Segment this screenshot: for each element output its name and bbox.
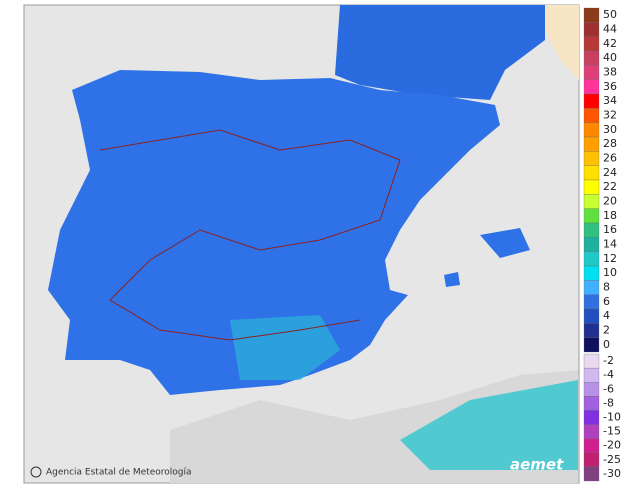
legend-label: 24	[603, 166, 617, 179]
legend-swatch	[583, 438, 600, 453]
legend-label: 12	[603, 252, 617, 265]
legend-swatch	[583, 50, 600, 66]
legend-label: -2	[603, 354, 614, 367]
borders	[99, 129, 401, 341]
legend-swatch	[583, 165, 600, 181]
legend-label: 10	[603, 266, 617, 279]
legend-label: 36	[603, 80, 617, 93]
legend-label: 14	[603, 238, 617, 251]
legend-swatch	[583, 136, 600, 152]
copyright-icon	[30, 466, 42, 478]
legend-swatch	[583, 280, 600, 295]
legend-swatch	[583, 65, 600, 80]
legend-label: 16	[603, 223, 617, 236]
legend-swatch	[583, 466, 600, 482]
legend-label: 50	[603, 8, 617, 21]
legend-swatch	[583, 108, 600, 123]
legend-label: 18	[603, 209, 617, 222]
france	[335, 5, 545, 100]
legend-swatch	[583, 151, 600, 166]
legend-label: 8	[603, 281, 610, 294]
legend-swatch	[583, 79, 600, 95]
legend-swatch	[583, 93, 600, 109]
legend-label: 42	[603, 37, 617, 50]
legend-label: 0	[603, 338, 610, 351]
legend-swatch	[583, 251, 600, 267]
legend-swatch	[583, 294, 600, 310]
legend-swatch	[583, 122, 600, 138]
legend-label: 30	[603, 123, 617, 136]
legend-label: 4	[603, 309, 610, 322]
credit: Agencia Estatal de Meteorología	[46, 468, 192, 478]
legend-label: 38	[603, 66, 617, 79]
warm-zone	[230, 315, 340, 380]
mallorca	[480, 228, 530, 258]
legend-swatch	[583, 367, 600, 383]
legend-swatch	[583, 410, 600, 425]
legend-label: 22	[603, 180, 617, 193]
legend-label: 2	[603, 324, 610, 337]
legend-swatch	[583, 36, 600, 52]
logo: aemet	[510, 456, 564, 474]
legend-swatch	[583, 265, 600, 281]
legend-label: 6	[603, 295, 610, 308]
legend-swatch	[583, 382, 600, 397]
legend-label: -8	[603, 396, 614, 409]
legend-label: -20	[603, 439, 621, 452]
legend-swatch	[583, 323, 600, 338]
legend-label: 40	[603, 51, 617, 64]
legend-label: -30	[603, 467, 621, 480]
legend-label: 20	[603, 195, 617, 208]
legend-label: 44	[603, 23, 617, 36]
land-east	[545, 5, 579, 80]
legend-swatch	[583, 222, 600, 238]
iberia	[48, 70, 500, 395]
legend-swatch	[583, 424, 600, 439]
legend-label: -10	[603, 411, 621, 424]
legend-swatch	[583, 194, 600, 209]
legend-label: 26	[603, 152, 617, 165]
legend-swatch	[583, 396, 600, 411]
legend-swatch	[583, 452, 600, 468]
legend-label: -15	[603, 425, 621, 438]
legend-label: 34	[603, 94, 617, 107]
legend-label: -6	[603, 382, 614, 395]
legend-swatch	[583, 337, 600, 353]
legend-label: -25	[603, 453, 621, 466]
ibiza	[444, 272, 460, 287]
legend-swatch	[583, 308, 600, 324]
legend-swatch	[583, 22, 600, 37]
legend-swatch	[583, 237, 600, 252]
legend-swatch	[583, 208, 600, 224]
legend-swatch	[583, 353, 600, 369]
legend-label: 28	[603, 137, 617, 150]
legend-label: 32	[603, 109, 617, 122]
legend-label: -4	[603, 368, 614, 381]
legend-swatch	[583, 179, 600, 195]
africa-warm	[400, 380, 578, 470]
legend-swatch	[583, 7, 600, 23]
